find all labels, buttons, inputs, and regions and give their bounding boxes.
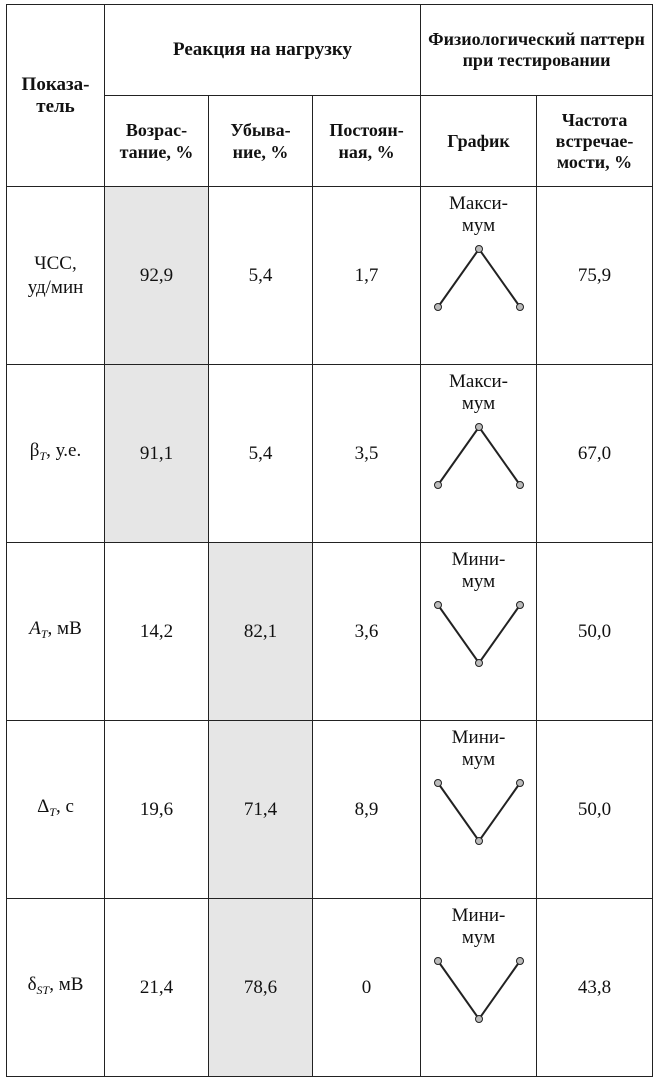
header-frequency: Частота встречае-мости, % [536, 95, 654, 187]
indicator-subscript: ST [36, 983, 50, 997]
indicator-label: βT, у.е. [29, 440, 82, 463]
pattern-line [436, 425, 521, 486]
pattern-marker [515, 601, 524, 609]
pattern-cell: Мини-мум [420, 720, 538, 899]
indicator-unit: , у.е. [46, 440, 82, 461]
pattern-marker [433, 779, 442, 787]
indicator-unit: , мВ [49, 974, 84, 995]
frequency-value: 50,0 [536, 542, 654, 721]
decrease-value: 78,6 [208, 898, 313, 1077]
table-row: ΔT, с 19,6 71,4 8,9 Мини-мум 50,0 [6, 720, 654, 899]
pattern-cell: Мини-мум [420, 542, 538, 721]
pattern-marker [515, 957, 524, 965]
pattern-marker [515, 303, 524, 311]
indicator-subscript: T [39, 449, 47, 463]
frequency-value: 43,8 [536, 898, 654, 1077]
header-indicator: Показа-тель [6, 4, 105, 187]
pattern-label: Макси-мум [449, 193, 509, 236]
frequency-value: 50,0 [536, 720, 654, 899]
indicator-cell: ЧСС, уд/мин [6, 186, 105, 365]
header-increase: Возрас-тание, % [104, 95, 209, 187]
header-constant: Постоян-ная, % [311, 95, 422, 187]
indicator-symbol: Δ [37, 796, 50, 817]
constant-value: 1,7 [311, 186, 422, 365]
indicator-symbol: β [29, 440, 40, 461]
pattern-label: Мини-мум [451, 727, 506, 770]
pattern-marker [433, 481, 442, 489]
indicator-label: ЧСС, уд/мин [27, 252, 84, 298]
pattern-label: Мини-мум [451, 905, 506, 948]
frequency-value: 75,9 [536, 186, 654, 365]
pattern-marker [433, 601, 442, 609]
indicator-cell: ΔT, с [6, 720, 105, 899]
increase-value: 19,6 [104, 720, 209, 899]
pattern-cell: Мини-мум [420, 898, 538, 1077]
minimum-pattern-icon [433, 779, 524, 845]
indicator-cell: δST, мВ [6, 898, 105, 1077]
constant-value: 0 [311, 898, 422, 1077]
pattern-line [436, 247, 521, 308]
minimum-pattern-icon [433, 601, 524, 667]
increase-value: 21,4 [104, 898, 209, 1077]
header-pattern: Физиологический паттерн при тестировании [420, 4, 654, 96]
header-reaction: Реакция на нагрузку [103, 4, 422, 96]
constant-value: 3,6 [311, 542, 422, 721]
maximum-pattern-icon [433, 423, 524, 489]
pattern-line [436, 782, 521, 843]
indicator-cell: βT, у.е. [6, 364, 105, 543]
pattern-marker [474, 245, 483, 253]
constant-value: 3,5 [311, 364, 422, 543]
pattern-cell: Макси-мум [420, 186, 538, 365]
table-row: AT, мВ 14,2 82,1 3,6 Мини-мум 50,0 [6, 542, 654, 721]
increase-value: 92,9 [104, 186, 209, 365]
indicator-label: AT, мВ [29, 618, 82, 641]
indicator-unit: , мВ [47, 618, 82, 639]
indicator-unit: , с [55, 796, 74, 817]
pattern-line [436, 960, 521, 1021]
indicator-symbol: A [29, 618, 41, 639]
frequency-value: 67,0 [536, 364, 654, 543]
indicator-label: ΔT, с [37, 796, 74, 819]
results-table: Показа-тель Реакция на нагрузку Физиолог… [6, 4, 654, 1077]
indicator-cell: AT, мВ [6, 542, 105, 721]
header-graph: График [420, 95, 538, 187]
constant-value: 8,9 [311, 720, 422, 899]
increase-value: 14,2 [104, 542, 209, 721]
pattern-line [436, 604, 521, 665]
table-row: δST, мВ 21,4 78,6 0 Мини-мум 43,8 [6, 898, 654, 1077]
pattern-marker [474, 659, 483, 667]
pattern-label: Мини-мум [451, 549, 506, 592]
decrease-value: 71,4 [208, 720, 313, 899]
pattern-label: Макси-мум [449, 371, 509, 414]
pattern-cell: Макси-мум [420, 364, 538, 543]
pattern-marker [433, 957, 442, 965]
pattern-marker [474, 1015, 483, 1023]
header-decrease: Убыва-ние, % [208, 95, 313, 187]
pattern-marker [515, 779, 524, 787]
pattern-marker [433, 303, 442, 311]
indicator-symbol: δ [27, 974, 37, 995]
increase-value: 91,1 [104, 364, 209, 543]
table-row: βT, у.е. 91,1 5,4 3,5 Макси-мум 67,0 [6, 364, 654, 543]
decrease-value: 5,4 [208, 364, 313, 543]
indicator-subscript: T [40, 627, 48, 641]
pattern-marker [515, 481, 524, 489]
table-row: ЧСС, уд/мин 92,9 5,4 1,7 Макси-мум 75,9 [6, 186, 654, 365]
pattern-marker [474, 837, 483, 845]
pattern-marker [474, 423, 483, 431]
minimum-pattern-icon [433, 957, 524, 1023]
indicator-subscript: T [49, 805, 56, 819]
indicator-label: δST, мВ [27, 974, 84, 997]
decrease-value: 82,1 [208, 542, 313, 721]
decrease-value: 5,4 [208, 186, 313, 365]
maximum-pattern-icon [433, 245, 524, 311]
